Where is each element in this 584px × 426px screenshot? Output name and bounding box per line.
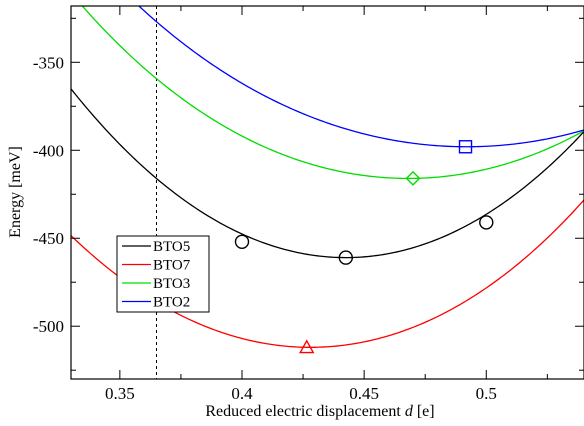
data-point-bto2 xyxy=(458,140,473,154)
x-axis-label: Reduced electric displacement d [e] xyxy=(205,403,434,420)
x-tick-label: 0.35 xyxy=(105,384,135,403)
y-tick-label: -350 xyxy=(33,53,64,72)
x-tick-label: 0.4 xyxy=(231,384,253,403)
data-point-bto5 xyxy=(479,215,494,230)
data-point-bto3 xyxy=(405,170,421,186)
plot-frame xyxy=(70,5,584,380)
x-tick-label: 0.45 xyxy=(349,384,379,403)
legend-label-bto5: BTO5 xyxy=(153,239,190,255)
tick-layer xyxy=(71,6,584,379)
y-tick-label: -500 xyxy=(33,317,64,336)
x-tick-labels: 0.35 0.4 0.45 0.5 xyxy=(105,384,497,403)
series-line-bto3 xyxy=(81,6,584,180)
legend: BTO5 BTO7 BTO3 BTO2 xyxy=(116,235,210,313)
y-axis-label: Energy [meV] xyxy=(7,146,24,238)
legend-label-bto3: BTO3 xyxy=(153,276,190,292)
plot-background xyxy=(71,6,584,379)
legend-label-bto7: BTO7 xyxy=(153,258,191,274)
y-tick-labels: -350 -400 -450 -500 xyxy=(33,53,64,336)
x-tick-label: 0.5 xyxy=(476,384,497,403)
data-point-bto5 xyxy=(338,250,354,265)
data-point-bto7 xyxy=(299,339,315,354)
legend-label-bto2: BTO2 xyxy=(153,295,190,311)
y-tick-label: -450 xyxy=(33,229,64,248)
data-point-bto5 xyxy=(234,234,250,249)
series-line-bto5 xyxy=(71,88,584,259)
series-line-bto2 xyxy=(137,6,584,148)
legend-box xyxy=(116,235,210,313)
marker-layer xyxy=(234,140,494,354)
y-tick-label: -400 xyxy=(33,141,64,160)
